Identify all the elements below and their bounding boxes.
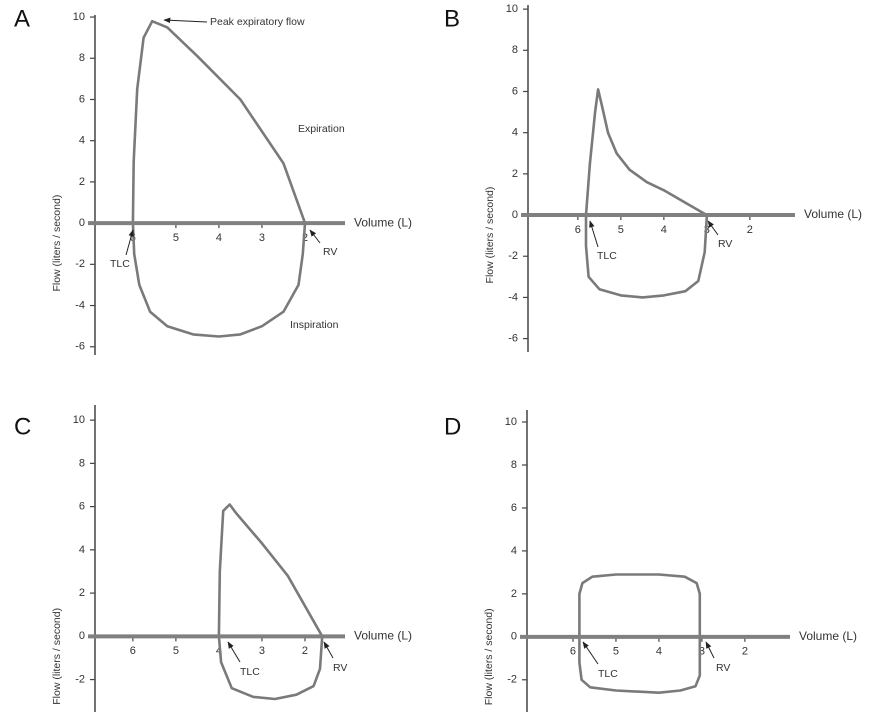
y-tick-label: 2 xyxy=(79,587,85,599)
x-tick-label: 3 xyxy=(259,645,265,657)
y-tick-label: -4 xyxy=(508,291,518,303)
annotation: RV xyxy=(718,238,732,250)
y-tick-label: 0 xyxy=(79,217,85,229)
x-tick-label: 4 xyxy=(656,646,662,658)
panel-letter: D xyxy=(444,413,461,440)
y-tick-label: 0 xyxy=(512,209,518,221)
y-tick-label: 2 xyxy=(79,176,85,188)
flow-volume-loop xyxy=(131,19,307,338)
annotation-arrow xyxy=(705,641,715,659)
y-tick-label: 4 xyxy=(79,135,85,147)
y-tick-label: -4 xyxy=(75,299,85,311)
y-tick-label: 6 xyxy=(511,502,517,514)
annotation-arrow xyxy=(227,641,241,663)
y-tick-label: 4 xyxy=(79,544,85,556)
y-tick-label: 6 xyxy=(79,501,85,513)
flow-volume-loop xyxy=(584,88,709,299)
y-tick-label: 6 xyxy=(512,85,518,97)
y-tick-label: 6 xyxy=(79,93,85,105)
y-tick-label: 10 xyxy=(506,3,518,15)
y-tick-label: 8 xyxy=(79,52,85,64)
x-tick-label: 2 xyxy=(302,645,308,657)
annotation: RV xyxy=(333,662,347,674)
y-tick-label: 2 xyxy=(511,588,517,600)
x-tick-label: 5 xyxy=(173,645,179,657)
annotation-arrow xyxy=(309,229,321,244)
x-tick-label: 4 xyxy=(216,232,222,244)
y-axis-label: Flow (liters / second) xyxy=(51,195,63,292)
y-tick-label: -2 xyxy=(75,673,85,685)
y-axis-label: Flow (liters / second) xyxy=(483,608,495,705)
y-tick-label: 2 xyxy=(512,168,518,180)
annotation-arrow xyxy=(323,641,334,659)
y-tick-label: 8 xyxy=(79,457,85,469)
x-tick-label: 4 xyxy=(661,224,667,236)
y-axis-label: Flow (liters / second) xyxy=(484,187,496,284)
y-tick-label: 8 xyxy=(511,459,517,471)
flow-volume-loop xyxy=(217,503,324,701)
x-axis-label: Volume (L) xyxy=(799,629,857,643)
y-tick-label: 10 xyxy=(73,11,85,23)
x-tick-label: 3 xyxy=(699,646,705,658)
annotation-arrow xyxy=(589,220,599,248)
annotation: TLC xyxy=(240,666,260,678)
x-tick-label: 2 xyxy=(747,224,753,236)
x-tick-label: 6 xyxy=(575,224,581,236)
y-tick-label: 0 xyxy=(79,630,85,642)
x-tick-label: 5 xyxy=(613,646,619,658)
panel-letter: A xyxy=(14,5,30,32)
x-tick-label: 3 xyxy=(259,232,265,244)
y-axis-label: Flow (liters / second) xyxy=(51,608,63,705)
x-tick-label: 2 xyxy=(742,646,748,658)
annotation-arrow xyxy=(707,220,719,236)
x-axis-label: Volume (L) xyxy=(354,215,412,229)
y-tick-label: 4 xyxy=(511,545,517,557)
annotation: TLC xyxy=(597,250,617,262)
annotation: TLC xyxy=(110,258,130,270)
annotation: RV xyxy=(323,246,337,258)
y-tick-label: 0 xyxy=(511,631,517,643)
annotation: RV xyxy=(716,662,730,674)
annotation: Expiration xyxy=(298,123,345,135)
annotation-arrow xyxy=(125,229,134,256)
x-axis-label: Volume (L) xyxy=(354,629,412,643)
x-tick-label: 5 xyxy=(173,232,179,244)
annotation-arrow xyxy=(582,641,599,665)
y-tick-label: 10 xyxy=(505,416,517,428)
y-tick-label: -2 xyxy=(507,674,517,686)
x-tick-label: 6 xyxy=(130,645,136,657)
x-tick-label: 5 xyxy=(618,224,624,236)
y-tick-label: -6 xyxy=(508,333,518,345)
y-tick-label: 10 xyxy=(73,414,85,426)
panel-letter: C xyxy=(14,413,31,440)
annotation: TLC xyxy=(598,668,618,680)
y-tick-label: -2 xyxy=(75,258,85,270)
x-tick-label: 6 xyxy=(570,646,576,658)
y-tick-label: -2 xyxy=(508,250,518,262)
annotation: Inspiration xyxy=(290,319,339,331)
y-tick-label: -6 xyxy=(75,341,85,353)
y-tick-label: 8 xyxy=(512,44,518,56)
panel-letter: B xyxy=(444,5,460,32)
annotation-arrow xyxy=(163,17,208,24)
annotation: Peak expiratory flow xyxy=(210,16,305,28)
x-axis-label: Volume (L) xyxy=(804,207,862,221)
y-tick-label: 4 xyxy=(512,127,518,139)
